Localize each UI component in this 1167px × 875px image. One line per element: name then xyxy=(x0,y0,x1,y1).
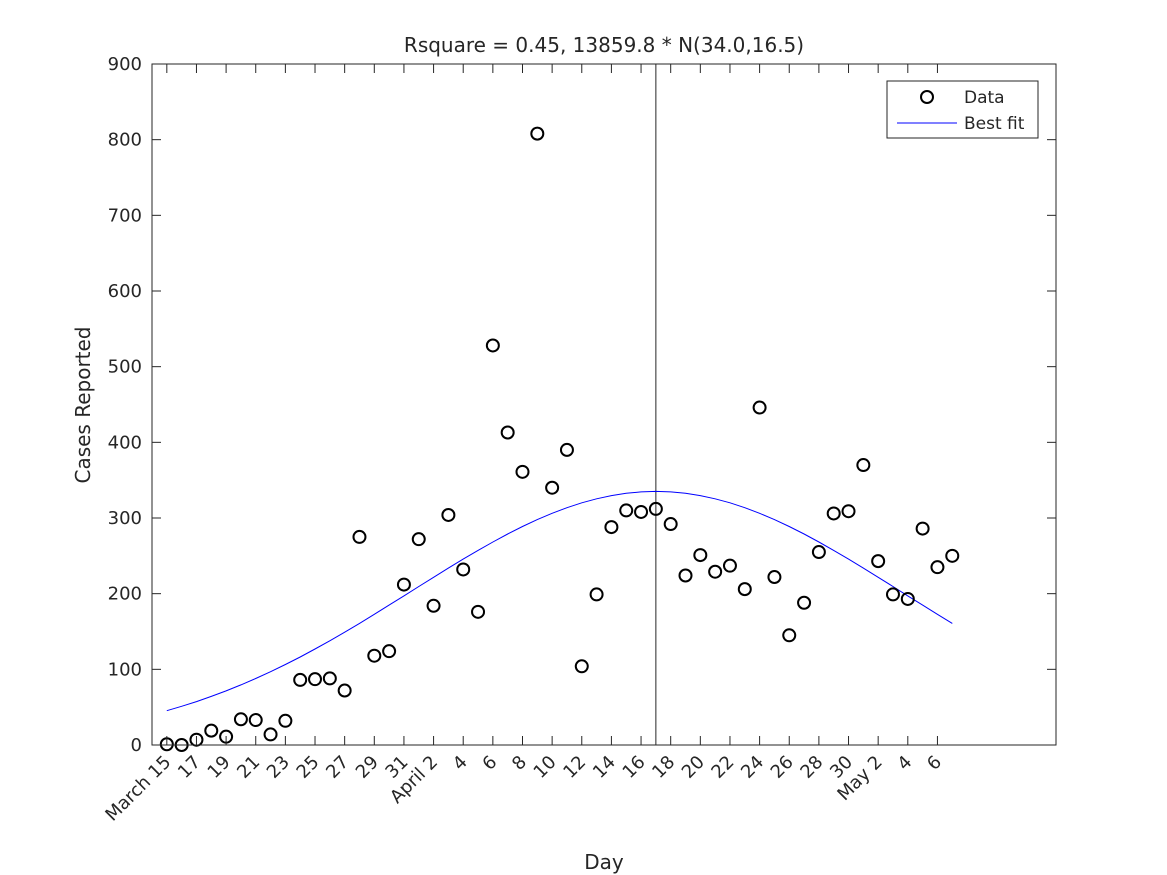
x-tick-label: March 15 xyxy=(101,752,175,826)
x-tick-label: 6 xyxy=(478,752,501,775)
x-tick-label: 21 xyxy=(233,752,264,783)
x-tick-label: 22 xyxy=(707,752,738,783)
x-tick-label: 16 xyxy=(619,752,650,783)
x-tick-label: 10 xyxy=(530,752,561,783)
x-tick-label: 4 xyxy=(449,752,472,775)
y-tick-label: 900 xyxy=(108,54,142,75)
y-tick-label: 100 xyxy=(108,659,142,680)
x-tick-label: 28 xyxy=(796,752,827,783)
x-tick-label: 25 xyxy=(293,752,324,783)
plot-area xyxy=(152,64,1056,745)
y-tick-label: 500 xyxy=(108,357,142,378)
x-tick-label: 20 xyxy=(678,752,709,783)
x-tick-label: 12 xyxy=(559,752,590,783)
x-tick-label: 26 xyxy=(767,752,798,783)
x-tick-label: 23 xyxy=(263,752,294,783)
x-tick-label: 4 xyxy=(893,752,916,775)
legend-label-data: Data xyxy=(964,88,1005,108)
x-tick-label: 6 xyxy=(923,752,946,775)
y-tick-label: 400 xyxy=(108,432,142,453)
x-tick-label: 24 xyxy=(737,752,768,783)
y-tick-label: 0 xyxy=(131,735,142,756)
y-tick-label: 700 xyxy=(108,205,142,226)
x-tick-label: 27 xyxy=(322,752,353,783)
y-axis-label: Cases Reported xyxy=(71,326,95,483)
x-tick-label: 8 xyxy=(508,752,531,775)
y-tick-label: 800 xyxy=(108,130,142,151)
y-tick-label: 600 xyxy=(108,281,142,302)
x-tick-label: 18 xyxy=(648,752,679,783)
x-tick-label: 17 xyxy=(174,752,205,783)
x-tick-label: 19 xyxy=(204,752,235,783)
x-axis-label: Day xyxy=(584,850,624,874)
y-tick-label: 300 xyxy=(108,508,142,529)
legend: Data Best fit xyxy=(887,81,1038,138)
chart-title: Rsquare = 0.45, 13859.8 * N(34.0,16.5) xyxy=(404,33,804,57)
x-tick-label: 29 xyxy=(352,752,383,783)
x-tick-label: 14 xyxy=(589,752,620,783)
y-tick-label: 200 xyxy=(108,584,142,605)
legend-label-best-fit: Best fit xyxy=(964,114,1025,134)
